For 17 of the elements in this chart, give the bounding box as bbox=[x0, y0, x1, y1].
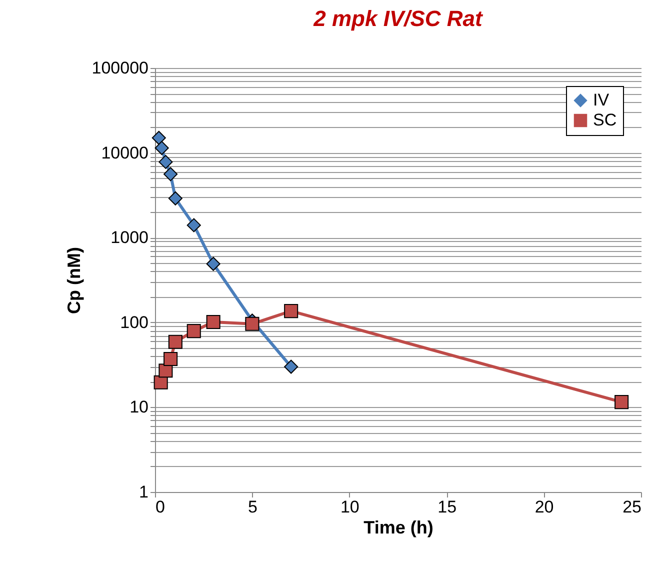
x-tick-label: 25 bbox=[622, 498, 642, 516]
x-tick-label: 0 bbox=[156, 498, 165, 516]
chart-title: 2 mpk IV/SC Rat bbox=[312, 6, 484, 31]
x-tick-label: 5 bbox=[248, 498, 258, 516]
legend-label: SC bbox=[593, 110, 617, 130]
y-tick-label: 100 bbox=[120, 312, 148, 332]
y-axis-title: Cp (nM) bbox=[64, 247, 84, 314]
y-tick-label: 10 bbox=[130, 398, 148, 417]
y-tick-label: 1000 bbox=[110, 228, 148, 248]
legend-label: IV bbox=[593, 90, 610, 110]
y-tick-label: 10000 bbox=[101, 143, 148, 162]
x-tick-label: 20 bbox=[534, 498, 554, 516]
y-tick-label: 100000 bbox=[92, 58, 148, 78]
x-tick-label: 15 bbox=[438, 498, 457, 516]
x-axis-title: Time (h) bbox=[364, 518, 434, 538]
y-tick-label: 1 bbox=[139, 482, 148, 502]
x-tick-label: 10 bbox=[340, 498, 360, 516]
